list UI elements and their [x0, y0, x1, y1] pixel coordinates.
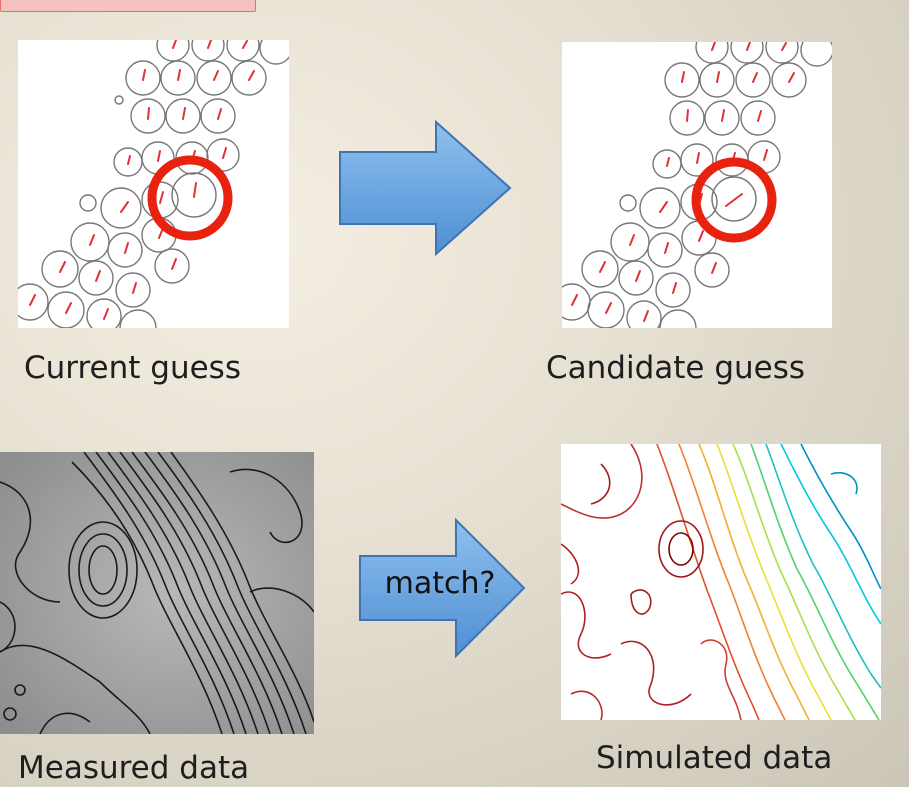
simulated-data-caption: Simulated data — [596, 740, 833, 776]
candidate-guess-particle-plot — [562, 42, 832, 328]
highlight-ring — [147, 155, 233, 241]
match-arrow-icon — [359, 517, 526, 659]
highlight-ring — [691, 157, 777, 243]
match-label: match? — [384, 566, 496, 601]
measured-data-caption: Measured data — [18, 750, 250, 786]
top-highlight-box — [0, 0, 256, 12]
orientation-ticks — [29, 40, 255, 320]
current-guess-caption: Current guess — [24, 350, 241, 386]
candidate-guess-panel — [562, 42, 832, 328]
current-guess-panel — [18, 40, 289, 328]
current-guess-particle-plot — [18, 40, 289, 328]
simulated-data-contour-plot — [561, 444, 881, 720]
measured-data-contour-plot — [0, 452, 314, 734]
candidate-guess-caption: Candidate guess — [546, 350, 806, 386]
particle-circles — [18, 40, 289, 328]
right-arrow-icon — [339, 120, 512, 256]
simulated-data-panel — [561, 444, 881, 720]
measured-data-panel — [0, 452, 314, 734]
